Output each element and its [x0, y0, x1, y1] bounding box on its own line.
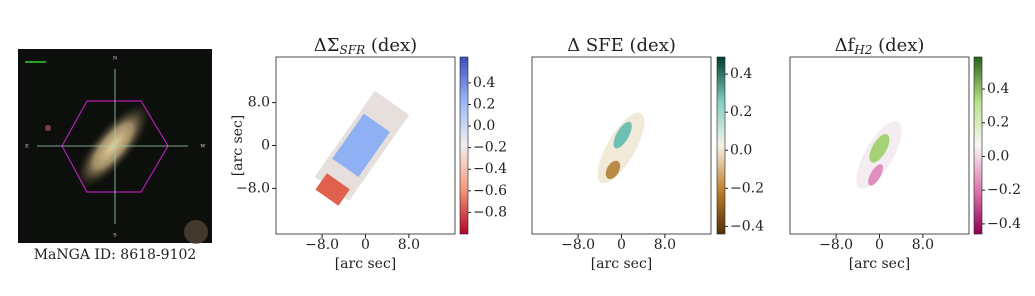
compass-label: W: [200, 144, 206, 150]
colorbar-tick-label: 0.4: [730, 66, 752, 82]
colorbar-tick-label: 0.0: [730, 142, 752, 158]
galaxy-image: [18, 49, 212, 244]
x-tick-label: 8.0: [912, 237, 934, 253]
colorbar: [716, 56, 726, 235]
x-tick-label: −8.0: [561, 237, 595, 253]
colorbar-tick-label: 0.0: [987, 148, 1009, 164]
colorbar-tick-label: −0.6: [473, 183, 507, 199]
x-tick-label: 0: [361, 237, 370, 253]
compass-label: N: [113, 56, 118, 62]
x-tick-label: 0: [875, 237, 884, 253]
x-tick-label: 8.0: [654, 237, 676, 253]
x-tick-label: 0: [617, 237, 626, 253]
colorbar-tick-label: −0.4: [987, 216, 1021, 232]
y-axis-label: [arc sec]: [230, 115, 246, 177]
x-axis-label: [arc sec]: [849, 256, 911, 272]
colorbar-tick-label: 0.4: [987, 81, 1009, 97]
y-tick-label: −8.0: [236, 180, 270, 196]
compass-label: E: [25, 144, 29, 150]
title-main: ΔΣ: [314, 35, 340, 56]
y-tick-label: 0: [261, 138, 270, 154]
x-tick-label: −8.0: [305, 237, 339, 253]
title-rest: (dex): [365, 35, 417, 56]
colorbar-tick-label: 0.2: [730, 104, 752, 120]
colorbar-tick-label: −0.2: [730, 180, 764, 196]
title-sub: H2: [853, 43, 872, 57]
colorbar-tick-label: −0.4: [730, 218, 764, 234]
x-axis-label: [arc sec]: [591, 256, 653, 272]
chart-title: ΔfH2 (dex): [835, 35, 925, 57]
title-sub: SFR: [340, 43, 366, 57]
colorbar-tick-label: 0.0: [473, 118, 495, 134]
colorbar-tick-label: 0.2: [473, 96, 495, 112]
chart-title: Δ SFE (dex): [567, 35, 676, 56]
x-tick-label: −8.0: [819, 237, 853, 253]
x-tick-label: 8.0: [398, 237, 420, 253]
compass-label: S: [113, 233, 117, 239]
colorbar-tick-label: −0.8: [473, 204, 507, 220]
colorbar-tick-label: −0.2: [473, 140, 507, 156]
chart-title: ΔΣSFR (dex): [314, 35, 417, 57]
colorbar-tick-label: 0.4: [473, 75, 495, 91]
colorbar: [973, 56, 983, 235]
colorbar-tick-label: 0.2: [987, 115, 1009, 131]
map-decor: [314, 90, 902, 206]
title-main: Δf: [835, 35, 856, 56]
colorbar: [459, 56, 469, 235]
title-rest: (dex): [872, 35, 924, 56]
title-main: Δ SFE (dex): [567, 35, 676, 56]
colorbar-tick-label: −0.2: [987, 182, 1021, 198]
x-axis-label: [arc sec]: [335, 256, 397, 272]
y-tick-label: 8.0: [248, 95, 270, 111]
caption: MaNGA ID: 8618-9102: [34, 247, 197, 263]
colorbar-tick-label: −0.4: [473, 161, 507, 177]
